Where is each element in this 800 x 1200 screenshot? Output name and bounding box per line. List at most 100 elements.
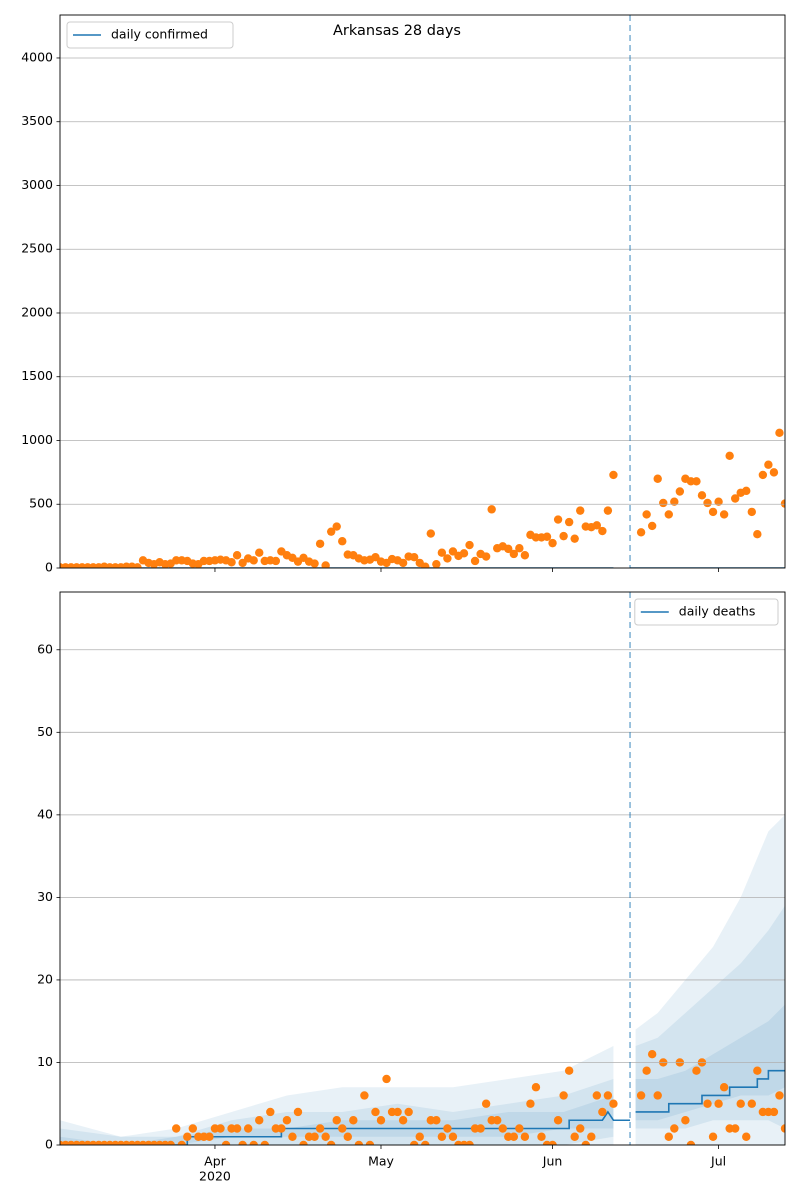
- data-point: [780, 499, 785, 508]
- data-point: [526, 1099, 535, 1108]
- data-point: [409, 1140, 419, 1145]
- y-tick-label: 3000: [21, 177, 53, 192]
- data-point: [332, 1116, 341, 1125]
- data-point: [647, 1050, 657, 1059]
- data-point: [338, 1124, 347, 1133]
- data-point: [730, 1124, 740, 1133]
- y-tick-label: 1500: [21, 368, 53, 383]
- data-point: [708, 507, 718, 517]
- data-point: [288, 1132, 297, 1141]
- data-point: [664, 1132, 673, 1141]
- data-point: [758, 470, 768, 480]
- data-point: [277, 1124, 286, 1133]
- data-point: [576, 1124, 585, 1133]
- legend-box: [66, 21, 234, 49]
- x-tick-label: Jul: [710, 1154, 726, 1169]
- data-point: [636, 1091, 646, 1100]
- data-point: [753, 1066, 762, 1075]
- data-point: [321, 1132, 330, 1141]
- data-point: [659, 498, 668, 508]
- data-point: [520, 551, 530, 560]
- data-point: [697, 491, 707, 500]
- data-point: [188, 1124, 198, 1133]
- y-tick-label: 60: [37, 641, 53, 656]
- data-point: [730, 494, 740, 503]
- data-point: [493, 1116, 502, 1125]
- data-point: [332, 522, 341, 531]
- y-tick-label: 50: [37, 724, 53, 739]
- data-point: [681, 1116, 690, 1125]
- data-point: [636, 528, 646, 537]
- data-point: [764, 460, 773, 469]
- legend-box: [634, 598, 779, 626]
- y-tick-label: 1000: [21, 432, 53, 447]
- data-point: [719, 510, 729, 519]
- data-point: [172, 1124, 181, 1133]
- data-point: [437, 548, 447, 557]
- data-point: [670, 497, 679, 506]
- data-point: [465, 540, 474, 550]
- data-point: [515, 1124, 524, 1133]
- data-point: [243, 1124, 253, 1133]
- data-point: [255, 548, 264, 557]
- data-point: [255, 1116, 264, 1125]
- data-point: [559, 531, 568, 541]
- data-point: [642, 510, 651, 519]
- data-point: [398, 558, 408, 568]
- data-point: [719, 1083, 729, 1092]
- data-point: [725, 451, 734, 460]
- data-point: [426, 529, 436, 538]
- data-point: [664, 510, 673, 519]
- data-point: [282, 1116, 292, 1125]
- data-point: [609, 1099, 618, 1108]
- data-point: [775, 1091, 784, 1100]
- data-point: [443, 1124, 452, 1133]
- data-point: [548, 1140, 557, 1145]
- x-year-label: 2020: [199, 1169, 231, 1184]
- y-tick-label: 30: [37, 889, 53, 904]
- data-point: [769, 1107, 779, 1117]
- data-point: [459, 549, 469, 558]
- data-point: [421, 562, 430, 568]
- data-point: [592, 521, 602, 530]
- data-point: [232, 551, 242, 560]
- data-point: [553, 515, 563, 524]
- data-point: [509, 549, 519, 559]
- data-point: [432, 559, 441, 568]
- data-point: [476, 1124, 485, 1133]
- legend-label: daily deaths: [679, 604, 756, 619]
- data-point: [360, 1091, 369, 1100]
- data-point: [349, 1116, 358, 1125]
- data-point: [415, 1132, 424, 1141]
- data-point: [576, 506, 585, 515]
- data-point: [404, 1107, 413, 1117]
- data-point: [310, 559, 319, 568]
- data-point: [775, 428, 784, 438]
- data-point: [598, 1107, 607, 1117]
- x-tick-label: Jun: [542, 1154, 563, 1169]
- data-point: [326, 527, 336, 536]
- data-point: [409, 552, 419, 562]
- data-point: [299, 1140, 308, 1145]
- data-point: [205, 1132, 214, 1141]
- axes-frame: [59, 591, 786, 1146]
- data-point: [326, 1140, 336, 1145]
- chart-title: Arkansas 28 days: [333, 23, 461, 39]
- data-point: [570, 1132, 579, 1141]
- data-point: [504, 544, 513, 554]
- data-point: [598, 526, 607, 536]
- data-point: [515, 544, 524, 553]
- data-point: [581, 1140, 590, 1145]
- data-point: [271, 556, 281, 566]
- data-point: [642, 1066, 651, 1075]
- data-point: [531, 1083, 541, 1092]
- data-point: [310, 1132, 319, 1141]
- data-point: [376, 1116, 386, 1125]
- data-point: [736, 1099, 745, 1108]
- data-point: [708, 1132, 718, 1141]
- data-point: [183, 1132, 192, 1141]
- data-point: [470, 556, 480, 566]
- data-point: [647, 521, 657, 531]
- data-point: [249, 1140, 258, 1145]
- data-point: [692, 1066, 701, 1075]
